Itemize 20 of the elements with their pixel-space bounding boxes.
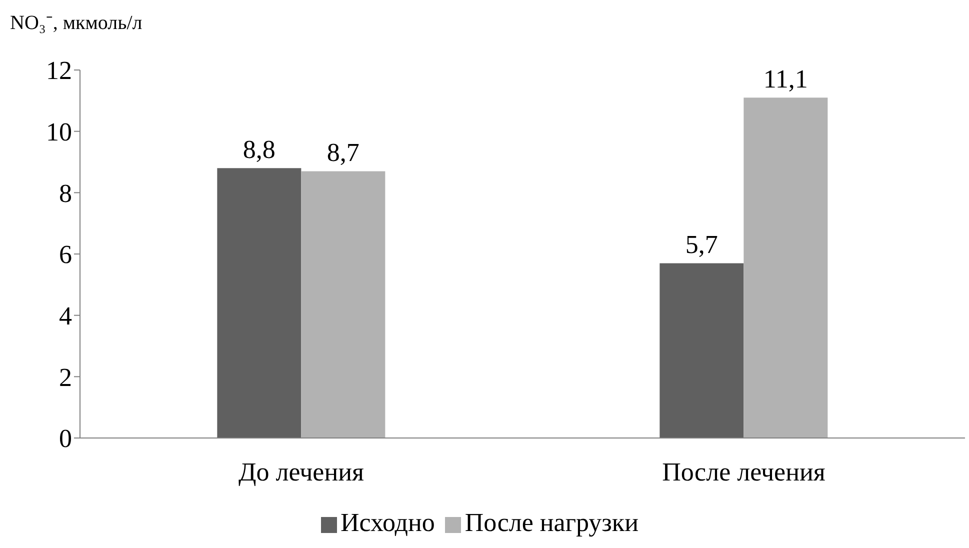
y-tick-label: 2 — [59, 362, 72, 392]
bar — [301, 171, 386, 438]
y-tick-label: 12 — [46, 56, 72, 86]
data-label: 8,8 — [242, 135, 276, 164]
legend-label: Исходно — [340, 508, 435, 537]
data-label: 8,7 — [326, 138, 360, 168]
data-label: 11,1 — [763, 64, 808, 94]
y-tick-label: 6 — [59, 240, 72, 270]
data-label: 5,7 — [685, 230, 718, 260]
x-tick-label: После лечения — [662, 457, 826, 486]
y-tick-label: 10 — [46, 118, 72, 147]
y-tick-label: 4 — [59, 302, 72, 331]
y-tick-label: 0 — [59, 424, 72, 454]
x-tick-label: До лечения — [238, 457, 364, 486]
y-tick-label: 8 — [59, 178, 72, 208]
y-axis-title: NO₃⁻, мкмоль/л — [10, 11, 142, 35]
bar — [660, 263, 744, 438]
bar — [217, 168, 302, 438]
legend-label: После нагрузки — [464, 508, 638, 537]
bar — [744, 98, 828, 438]
